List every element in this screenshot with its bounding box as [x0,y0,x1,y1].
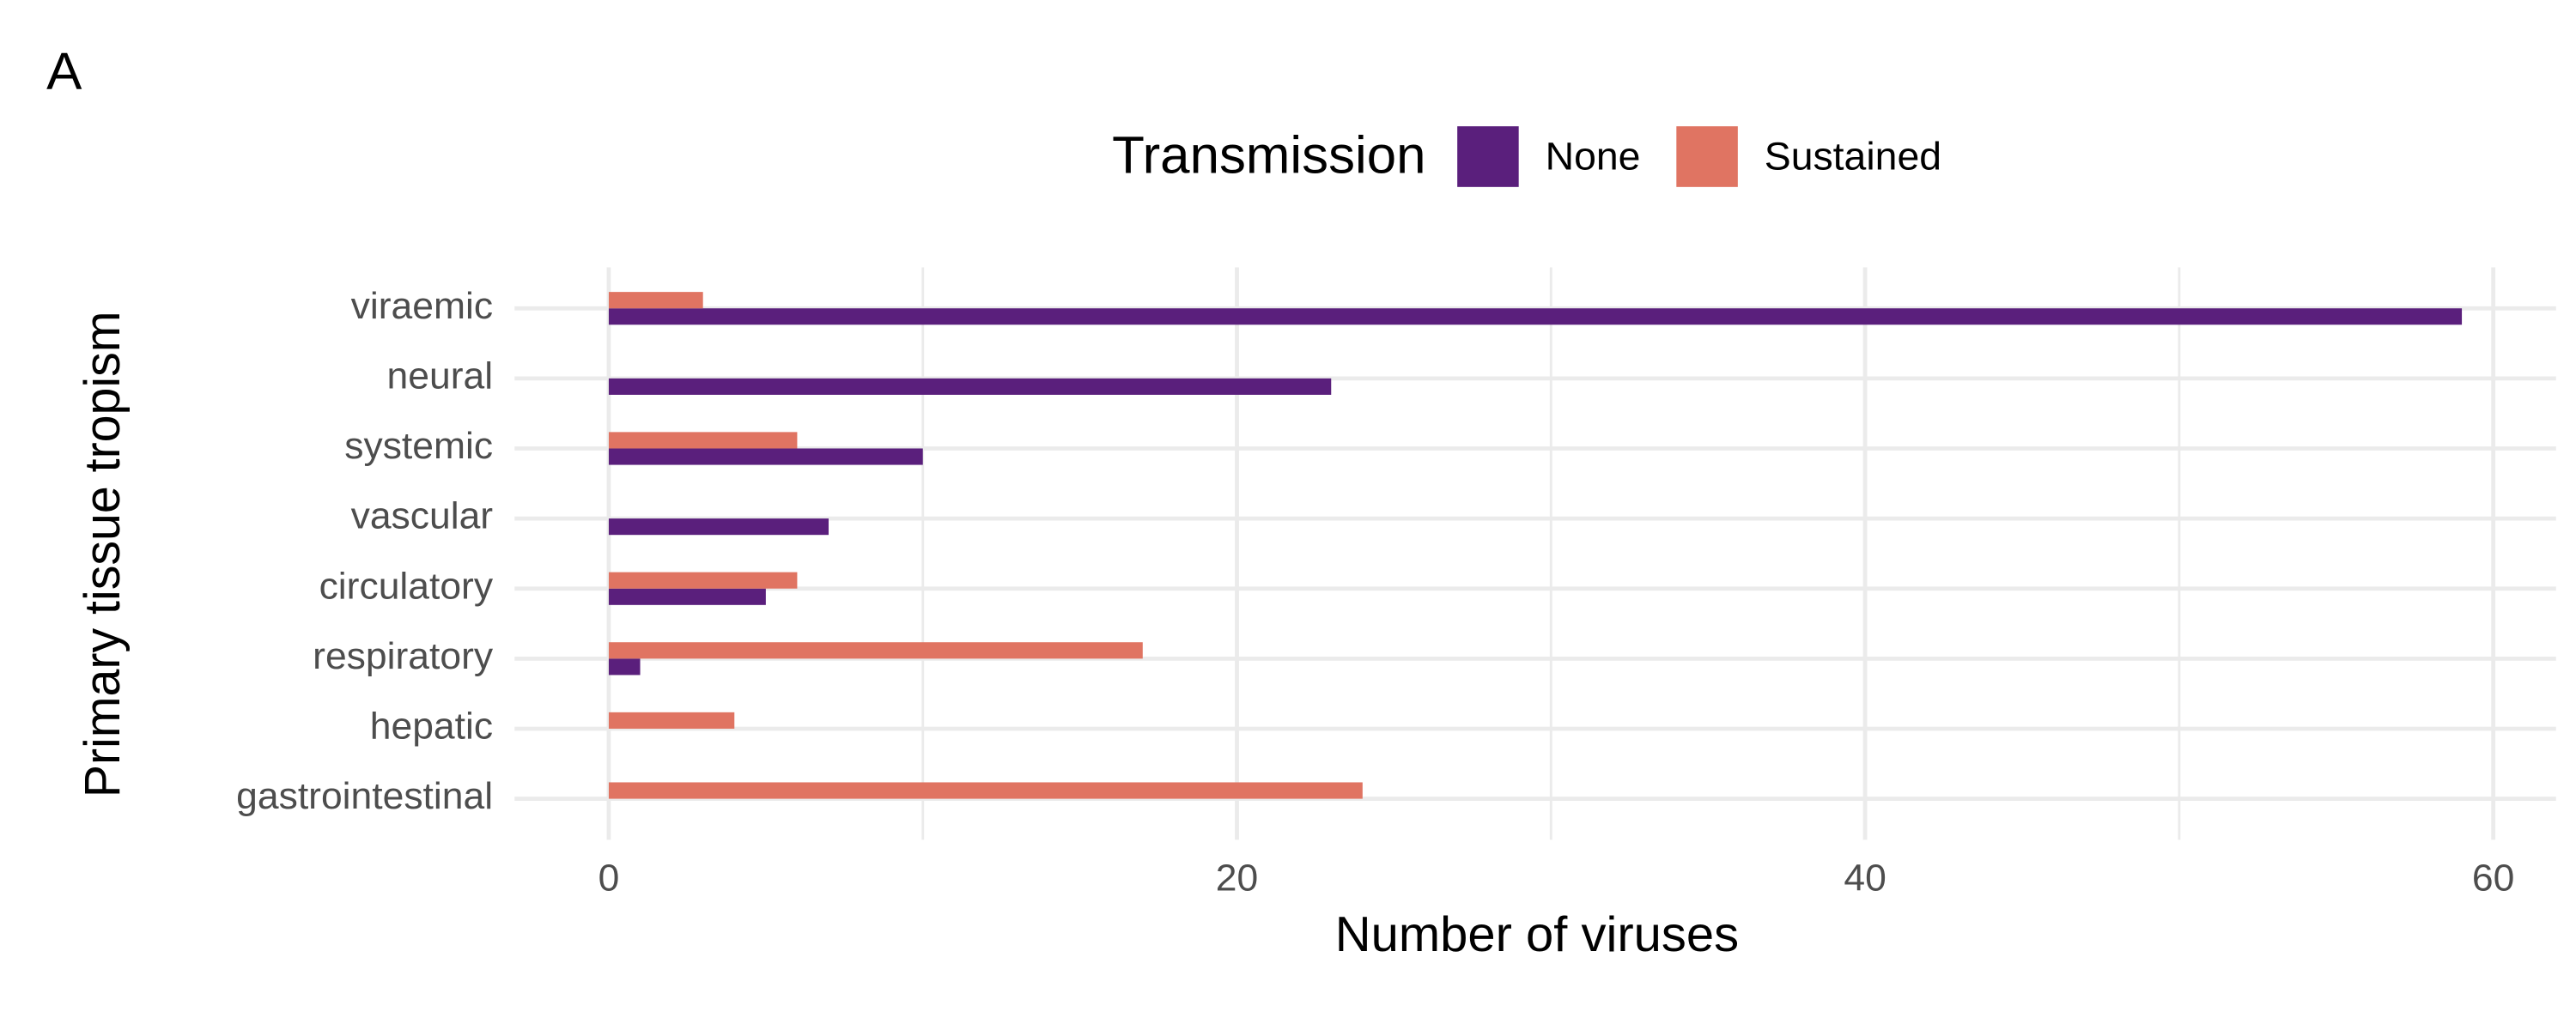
bar [608,432,798,449]
y-tick-label: hepatic [370,706,493,748]
y-axis-title: Primary tissue tropism [76,311,131,797]
x-axis-title: Number of viruses [1335,907,1739,962]
x-tick-label: 40 [1844,857,1886,900]
bar [608,572,798,589]
bar [608,588,766,605]
bar [608,642,1143,659]
bar [608,292,703,309]
y-tick-label: circulatory [319,566,494,608]
bar [608,712,735,729]
x-tick-label: 0 [598,857,620,900]
bar [608,448,923,465]
x-tick-label: 20 [1216,857,1258,900]
bar [608,518,829,536]
y-tick-label: neural [387,355,494,397]
y-tick-label: respiratory [313,635,493,677]
bar [608,658,641,676]
legend-label: None [1546,134,1641,179]
y-tick-label: systemic [344,425,493,467]
x-tick-label: 60 [2472,857,2514,900]
panel-label: A [46,42,82,101]
legend-swatch [1457,126,1519,187]
y-tick-label: vascular [351,495,493,537]
bar [608,308,2463,325]
legend-label: Sustained [1765,134,1941,179]
bar [608,782,1363,799]
legend-title: Transmission [1112,126,1425,185]
y-tick-label: gastrointestinal [236,775,493,817]
legend-swatch [1676,126,1738,187]
bar [608,378,1332,395]
y-tick-label: viraemic [351,285,493,327]
